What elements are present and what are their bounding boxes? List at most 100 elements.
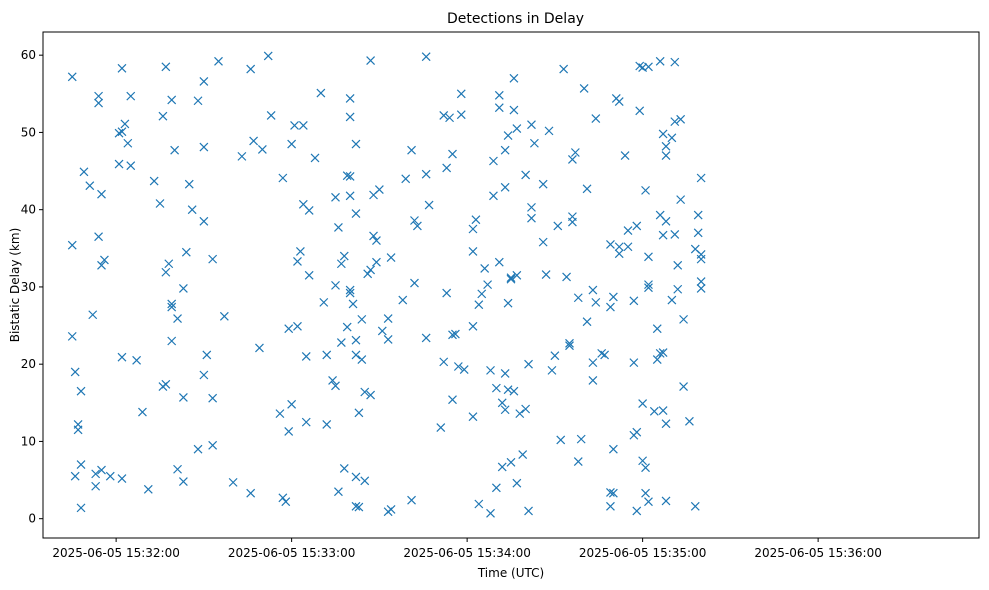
data-point	[319, 297, 329, 307]
data-point	[696, 277, 706, 286]
data-point	[372, 257, 381, 267]
data-point	[342, 322, 352, 332]
y-tick-label: 0	[28, 512, 36, 526]
data-point	[436, 423, 446, 432]
data-point	[480, 263, 490, 273]
data-point	[178, 284, 188, 293]
data-point	[644, 283, 653, 293]
data-point	[641, 463, 650, 473]
data-point	[366, 390, 376, 400]
data-point	[474, 499, 484, 509]
data-point	[491, 383, 501, 393]
data-point	[208, 440, 218, 450]
data-point	[658, 406, 668, 415]
data-point	[143, 484, 153, 494]
data-point	[97, 260, 106, 270]
data-point	[67, 72, 77, 82]
data-point	[614, 242, 624, 252]
data-point	[167, 336, 177, 346]
data-point	[573, 457, 583, 466]
data-point	[322, 420, 332, 429]
data-point	[547, 365, 557, 375]
data-point	[301, 417, 311, 427]
data-point	[67, 240, 77, 250]
data-point	[301, 352, 311, 361]
data-point	[354, 502, 364, 512]
data-point	[667, 295, 677, 305]
data-point	[161, 267, 171, 277]
data-point	[489, 156, 498, 166]
data-point	[351, 209, 361, 218]
data-point	[541, 270, 551, 279]
data-point	[117, 474, 127, 483]
data-point	[407, 495, 416, 505]
data-point	[506, 457, 516, 467]
data-point	[161, 379, 171, 389]
data-point	[410, 216, 419, 225]
data-point	[97, 465, 106, 475]
data-point	[366, 56, 376, 66]
data-point	[676, 114, 686, 124]
data-point	[608, 488, 618, 498]
data-point	[448, 149, 457, 159]
data-point	[588, 375, 598, 385]
data-point	[486, 365, 495, 375]
data-point	[173, 314, 182, 324]
x-axis: 2025-06-05 15:32:00 2025-06-05 15:33:00 20…	[52, 538, 882, 560]
data-point	[424, 200, 434, 210]
data-point	[67, 331, 77, 341]
data-point	[255, 343, 264, 353]
data-point	[199, 142, 209, 152]
data-point	[588, 285, 598, 295]
data-point	[635, 106, 645, 116]
data-point	[351, 335, 361, 345]
data-point	[290, 121, 299, 130]
data-point	[363, 269, 373, 279]
data-point	[606, 302, 615, 312]
data-point	[509, 105, 519, 115]
data-point	[383, 314, 393, 324]
data-point	[383, 335, 393, 344]
data-point	[322, 350, 332, 360]
data-point	[524, 506, 533, 516]
data-point	[468, 224, 478, 234]
data-point	[500, 405, 510, 415]
data-point	[298, 121, 308, 130]
data-point	[287, 399, 297, 409]
data-point	[281, 497, 291, 507]
data-point	[284, 426, 294, 436]
data-point	[649, 406, 659, 416]
data-point	[345, 112, 355, 122]
data-point	[693, 228, 703, 238]
data-point	[456, 110, 466, 120]
marker-layer	[67, 51, 706, 518]
data-point	[407, 145, 416, 155]
data-point	[597, 348, 607, 358]
data-point	[345, 172, 355, 181]
data-point	[76, 386, 86, 396]
y-tick-label: 50	[21, 125, 36, 139]
data-point	[591, 114, 601, 123]
data-point	[167, 299, 177, 309]
data-point	[658, 348, 668, 358]
data-point	[170, 145, 180, 155]
data-point	[658, 230, 668, 240]
data-point	[120, 119, 130, 129]
data-point	[456, 89, 466, 99]
data-point	[339, 251, 349, 261]
data-point	[565, 341, 574, 351]
data-point	[468, 412, 478, 422]
data-point	[459, 365, 469, 375]
data-point	[500, 182, 510, 192]
data-point	[105, 471, 115, 481]
data-point	[149, 176, 159, 186]
y-axis: 0 10 20 30 40 50 60	[21, 48, 43, 526]
data-point	[316, 88, 326, 98]
data-point	[527, 202, 536, 212]
y-axis-label: Bistatic Delay (km)	[8, 228, 22, 343]
data-point	[173, 464, 182, 474]
data-point	[693, 210, 703, 220]
data-point	[527, 213, 536, 223]
data-point	[366, 265, 376, 275]
data-point	[641, 185, 650, 195]
